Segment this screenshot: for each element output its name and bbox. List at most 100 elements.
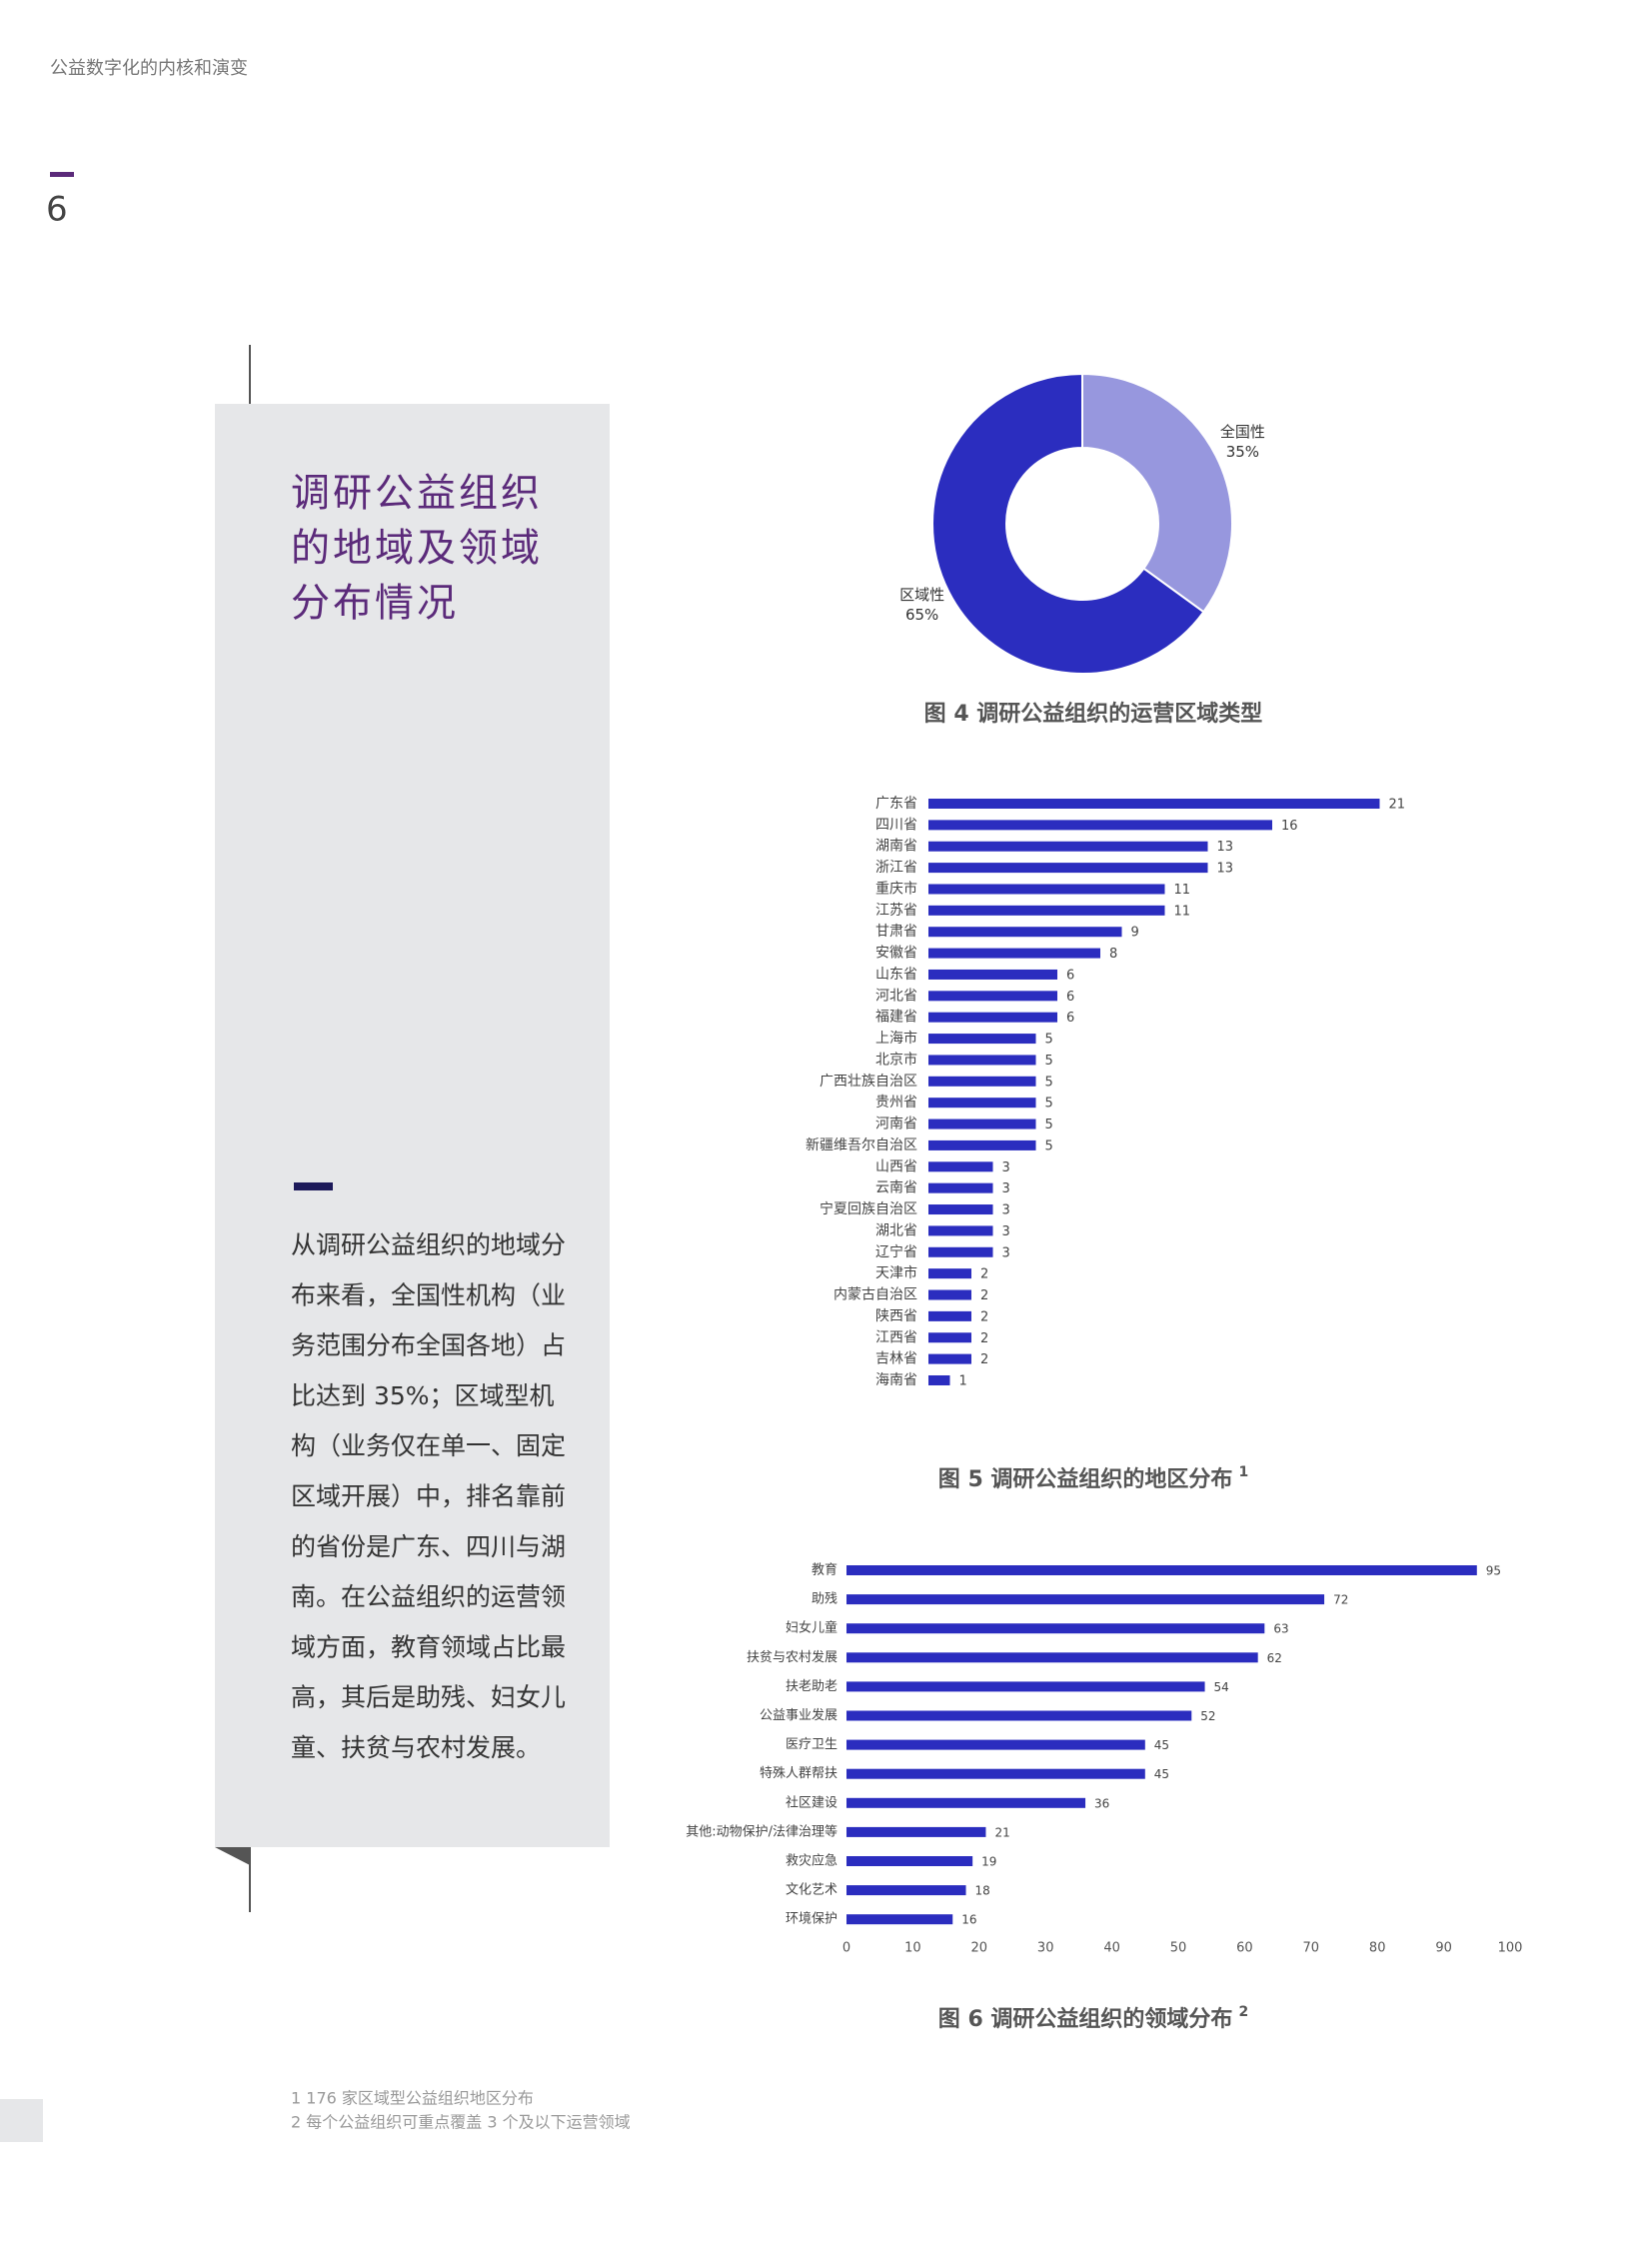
y-tick-label: 河北省 [875,988,917,1004]
data-label: 21 [994,1825,1009,1839]
bar [928,1225,993,1236]
data-label: 5 [1045,1054,1053,1069]
bar [846,1623,1265,1634]
bar [928,1204,993,1215]
bar [928,1119,1036,1129]
caption-note: 2 [1238,2004,1248,2020]
bar [928,1055,1036,1066]
bar [846,1710,1192,1721]
x-tick-label: 60 [1236,1941,1253,1956]
y-tick-label: 妇女儿童 [786,1620,837,1636]
body-text: 务范围分布全国各地）占 [291,1331,566,1360]
bar [846,1681,1205,1692]
slice-label: 全国性 [1220,423,1265,441]
y-tick-label: 扶贫与农村发展 [747,1649,837,1665]
y-tick-label: 海南省 [875,1372,917,1388]
data-label: 2 [980,1352,988,1367]
bar [846,1885,966,1896]
data-label: 36 [1094,1796,1109,1810]
x-tick-label: 70 [1303,1941,1320,1956]
bar [928,1182,993,1193]
footnote: 2 每个公益组织可重点覆盖 3 个及以下运营领域 [291,2113,631,2132]
y-tick-label: 云南省 [875,1180,917,1196]
data-label: 54 [1214,1680,1229,1694]
data-label: 9 [1131,926,1139,941]
y-tick-label: 江苏省 [875,903,917,919]
y-tick-label: 山西省 [875,1158,917,1174]
y-tick-label: 吉林省 [875,1351,917,1367]
y-tick-label: 陕西省 [875,1308,917,1324]
data-label: 3 [1002,1181,1010,1196]
data-label: 3 [1002,1224,1010,1239]
y-tick-label: 助残 [812,1592,837,1607]
y-tick-label: 扶老助老 [786,1679,837,1694]
x-tick-label: 30 [1037,1941,1054,1956]
data-label: 16 [1281,819,1298,834]
pie-slice [931,372,1205,675]
data-label: 3 [1002,1245,1010,1260]
y-tick-label: 重庆市 [875,880,917,897]
y-tick-label: 特殊人群帮扶 [760,1766,837,1781]
body-text: 比达到 35%；区域型机 [291,1381,555,1410]
data-label: 2 [980,1267,988,1282]
data-label: 52 [1200,1709,1215,1723]
sidebar-title: 调研公益组织 [291,472,543,517]
data-label: 1 [959,1373,967,1388]
y-tick-label: 安徽省 [875,946,917,962]
bar [928,1289,971,1300]
x-tick-label: 50 [1170,1941,1187,1956]
data-label: 16 [961,1913,976,1927]
y-tick-label: 甘肃省 [875,924,917,940]
data-label: 11 [1174,904,1191,919]
bar [846,1565,1477,1575]
chart-caption: 图 4 调研公益组织的运营区域类型 [924,701,1263,727]
data-label: 5 [1045,1138,1053,1153]
header-title: 公益数字化的内核和演变 [50,58,248,79]
data-label: 13 [1217,862,1234,877]
data-label: 62 [1267,1651,1282,1665]
bar [928,820,1272,831]
body-text: 的省份是广东、四川与湖 [291,1532,566,1561]
caption-text: 图 6 调研公益组织的领域分布 [938,2006,1233,2032]
x-tick-label: 100 [1498,1941,1523,1956]
bar [928,969,1057,980]
x-tick-label: 0 [842,1941,850,1956]
bar [928,1034,1036,1045]
x-tick-label: 90 [1435,1941,1452,1956]
bar [928,991,1057,1002]
y-tick-label: 救灾应急 [786,1853,837,1869]
y-tick-label: 新疆维吾尔自治区 [806,1137,917,1153]
data-label: 95 [1486,1564,1501,1578]
bar [928,1076,1036,1087]
data-label: 2 [980,1309,988,1324]
bar [846,1768,1145,1779]
body-text: 南。在公益组织的运营领 [291,1582,566,1611]
x-tick-label: 10 [904,1941,921,1956]
bar [928,1246,993,1257]
y-tick-label: 环境保护 [786,1912,837,1927]
bar [846,1856,973,1866]
y-tick-label: 教育 [812,1562,837,1578]
data-label: 63 [1273,1622,1288,1636]
y-tick-label: 广西壮族自治区 [820,1074,917,1090]
y-tick-label: 天津市 [875,1264,917,1281]
y-tick-label: 福建省 [875,1010,917,1026]
bar [846,1826,986,1837]
body-text: 构（业务仅在单一、固定 [291,1431,566,1460]
accent-bar [50,172,74,177]
bar [928,884,1165,895]
data-label: 19 [981,1855,996,1869]
body-text: 高，其后是助残、妇女儿 [291,1683,566,1712]
slice-value: 35% [1226,443,1259,461]
body-text: 从调研公益组织的地域分 [291,1230,566,1259]
data-label: 8 [1109,947,1117,962]
data-label: 6 [1066,990,1074,1005]
data-label: 13 [1217,840,1234,855]
page-number: 6 [46,190,68,230]
y-tick-label: 文化艺术 [786,1883,837,1898]
data-label: 6 [1066,1011,1074,1026]
body-text: 布来看，全国性机构（业 [291,1280,566,1309]
caption-text: 图 5 调研公益组织的地区分布 [938,1466,1233,1492]
y-tick-label: 北京市 [875,1051,917,1068]
chart-caption: 图 6 调研公益组织的领域分布 2 [938,2004,1248,2032]
